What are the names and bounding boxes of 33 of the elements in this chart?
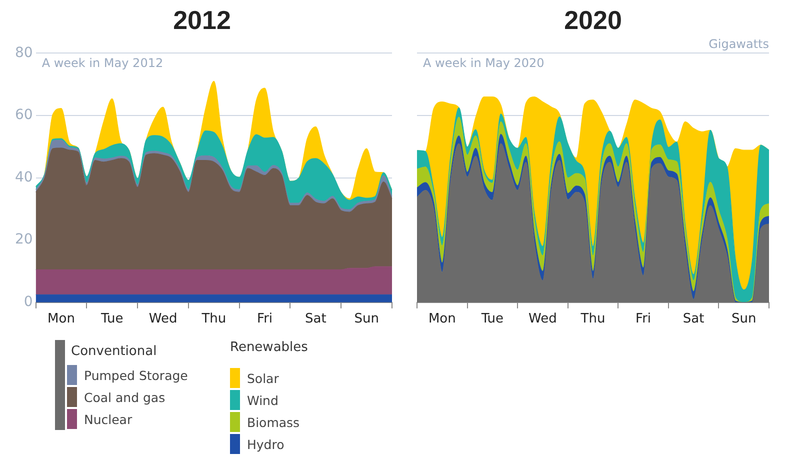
- legend-title: Renewables: [230, 340, 308, 355]
- x-tick-label: Thu: [580, 312, 606, 327]
- chart-subtitle: A week in May 2020: [423, 56, 544, 70]
- x-tick-label: Sat: [682, 312, 704, 327]
- legend-label: Solar: [247, 370, 279, 386]
- legend-label: Wind: [247, 392, 278, 408]
- legend-label: Hydro: [247, 436, 284, 452]
- x-tick-label: Sun: [731, 312, 756, 327]
- y-axis-title: Gigawatts: [708, 37, 769, 52]
- legend-label: Biomass: [247, 414, 300, 430]
- chart-title: 2020: [564, 4, 622, 35]
- y-tick-label: 20: [14, 232, 33, 248]
- x-tick-label: Mon: [428, 312, 456, 327]
- x-tick-label: Tue: [480, 312, 504, 327]
- x-tick-label: Tue: [100, 312, 124, 327]
- y-tick-label: 40: [14, 169, 33, 186]
- x-tick-label: Sat: [305, 312, 326, 327]
- x-tick-label: Mon: [48, 312, 75, 327]
- y-tick-label: 60: [14, 107, 33, 124]
- y-tick-label: 0: [24, 294, 33, 310]
- x-tick-label: Wed: [148, 312, 178, 327]
- legend-label: Coal and gas: [84, 390, 166, 404]
- chart-title: 2012: [173, 4, 231, 35]
- x-tick-label: Fri: [257, 312, 273, 327]
- legend-label: Nuclear: [84, 412, 132, 426]
- x-tick-label: Sun: [354, 312, 379, 327]
- x-tick-label: Wed: [528, 312, 557, 327]
- x-tick-label: Fri: [636, 312, 652, 327]
- chart-subtitle: A week in May 2012: [42, 56, 164, 70]
- y-tick-label: 80: [14, 44, 33, 61]
- x-tick-label: Thu: [200, 312, 226, 327]
- legend-label: Conventional: [71, 344, 157, 358]
- legend-label: Pumped Storage: [84, 368, 188, 382]
